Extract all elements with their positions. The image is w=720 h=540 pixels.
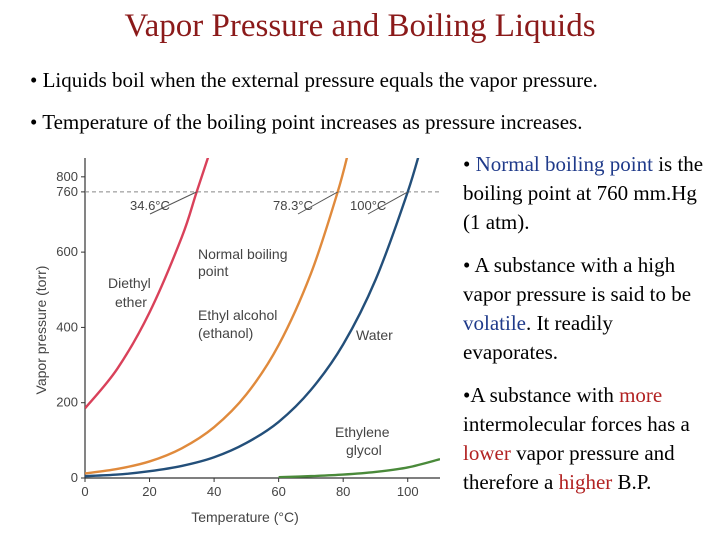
annotation-100c: 100°C [350, 198, 386, 213]
series-line-diethyl-ether [85, 158, 210, 410]
y-tick-label: 400 [56, 319, 78, 334]
term-lower: lower [463, 441, 511, 465]
term-volatile: volatile [463, 311, 526, 335]
annotation-78-3c: 78.3°C [273, 198, 313, 213]
x-tick-label: 0 [81, 484, 88, 499]
y-tick-label: 200 [56, 395, 78, 410]
boiling-point-markers [149, 191, 408, 215]
label-diethyl-ether: Diethyl ether [108, 275, 155, 310]
y-tick-label: 800 [56, 169, 78, 184]
annotation-34-6c: 34.6°C [130, 198, 170, 213]
x-tick-label: 40 [207, 484, 221, 499]
y-tick-label: 760 [56, 184, 78, 199]
notes-column: • Normal boiling point is the boiling po… [463, 150, 713, 511]
y-tick-label: 0 [71, 470, 78, 485]
slide-title: Vapor Pressure and Boiling Liquids [124, 8, 596, 44]
term-normal-boiling-point: Normal boiling point [475, 152, 653, 176]
note-volatile: • A substance with a high vapor pressure… [463, 253, 692, 364]
label-ethylene-glycol: Ethylene glycol [335, 424, 393, 458]
annotation-normal-boiling-point: Normal boiling point [198, 246, 291, 279]
series-line-ethyl-alcohol-ethanol [85, 158, 349, 475]
boiling-point-pointer [367, 191, 408, 215]
bullet-liquids-boil: • Liquids boil when the external pressur… [30, 68, 598, 92]
y-tick-label: 600 [56, 244, 78, 259]
label-ethyl-alcohol: Ethyl alcohol (ethanol) [198, 307, 281, 341]
y-axis-label: Vapor pressure (torr) [33, 266, 49, 395]
term-more: more [619, 383, 663, 407]
term-higher: higher [558, 470, 613, 494]
x-axis-label: Temperature (°C) [191, 509, 299, 525]
series-line-water [85, 158, 420, 478]
note-intermolecular-forces: •A substance with more intermolecular fo… [463, 383, 690, 494]
x-tick-label: 80 [336, 484, 350, 499]
series-line-ethylene-glycol [278, 458, 440, 478]
label-water: Water [356, 327, 393, 343]
series-lines [85, 158, 440, 478]
x-ticks: 0 20 40 60 80 100 [81, 478, 419, 499]
x-tick-label: 100 [397, 484, 419, 499]
boiling-point-pointer [149, 191, 197, 215]
x-tick-label: 20 [142, 484, 156, 499]
boiling-point-pointer [297, 191, 338, 215]
x-tick-label: 60 [271, 484, 285, 499]
note-normal-boiling-point: • Normal boiling point is the boiling po… [463, 152, 704, 234]
bullet-boiling-point-temp: • Temperature of the boiling point incre… [30, 110, 583, 134]
